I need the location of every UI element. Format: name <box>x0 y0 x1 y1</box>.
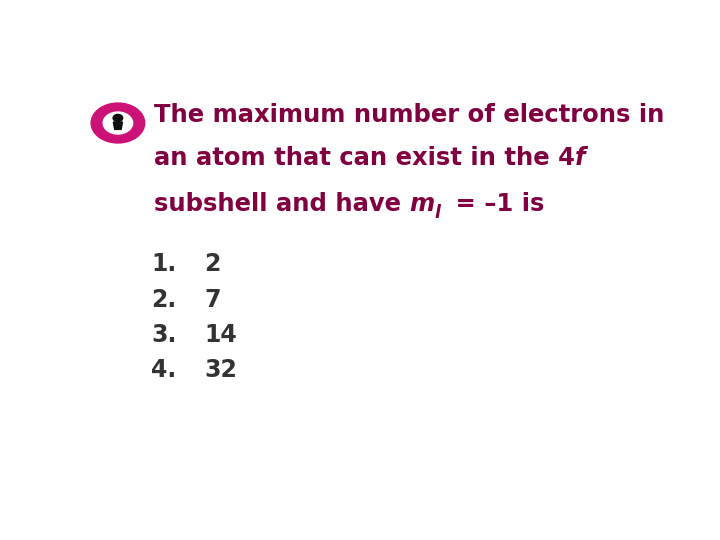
Text: f: f <box>575 146 585 170</box>
Polygon shape <box>113 122 122 130</box>
Text: The maximum number of electrons in: The maximum number of electrons in <box>154 103 665 127</box>
Text: 3.: 3. <box>151 323 176 347</box>
Text: 2.: 2. <box>151 288 176 312</box>
Text: 7: 7 <box>204 288 221 312</box>
Circle shape <box>113 114 122 122</box>
Text: an atom that can exist in the 4: an atom that can exist in the 4 <box>154 146 575 170</box>
Text: 2: 2 <box>204 252 221 276</box>
Text: subshell and have: subshell and have <box>154 192 410 216</box>
Circle shape <box>103 112 132 134</box>
Text: m: m <box>410 192 435 216</box>
Text: l: l <box>435 204 441 222</box>
Text: 32: 32 <box>204 359 238 382</box>
Circle shape <box>91 103 145 143</box>
Text: 1.: 1. <box>151 252 176 276</box>
Text: 14: 14 <box>204 323 237 347</box>
Text: = –1 is: = –1 is <box>447 192 544 216</box>
Text: 4.: 4. <box>151 359 176 382</box>
